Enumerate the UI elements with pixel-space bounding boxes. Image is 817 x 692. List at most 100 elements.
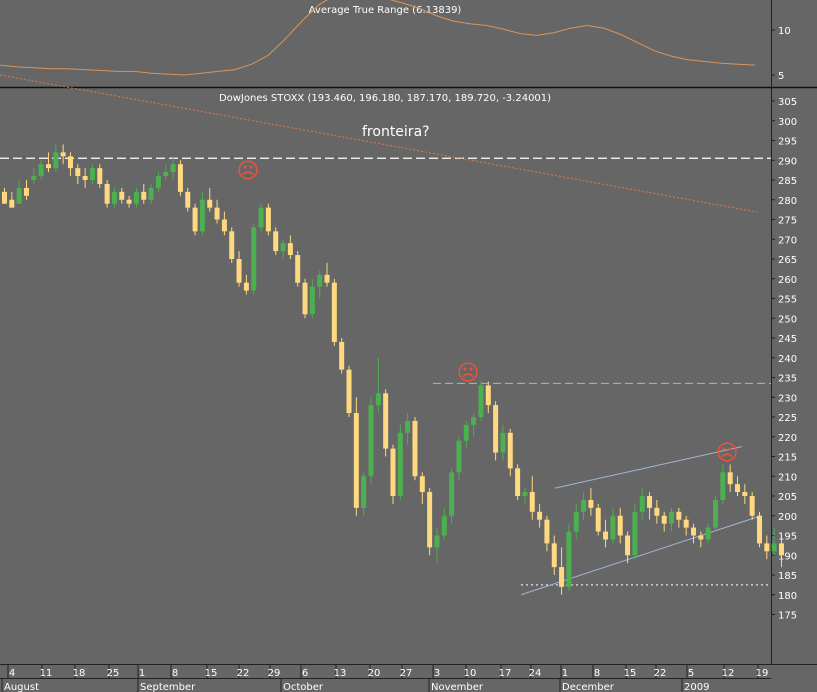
candle — [529, 476, 535, 520]
candle-body — [273, 231, 279, 252]
candle — [764, 535, 770, 560]
candle-body — [705, 527, 711, 540]
candle-body — [742, 492, 748, 496]
candle-body — [75, 168, 81, 177]
candle — [207, 187, 213, 212]
candle-body — [654, 507, 660, 516]
candle-body — [38, 164, 44, 177]
candle-body — [610, 515, 616, 540]
candle — [273, 227, 279, 256]
candle-body — [317, 274, 323, 287]
price-tick-label: 295 — [778, 137, 797, 148]
candle-body — [339, 341, 345, 370]
candle — [727, 464, 733, 493]
candle — [405, 413, 411, 445]
price-tick-label: 175 — [778, 611, 797, 622]
candle-body — [221, 219, 227, 232]
price-tick-label: 240 — [778, 354, 797, 365]
day-tick-label: 18 — [73, 668, 86, 679]
candle-body — [185, 191, 191, 208]
candle — [295, 251, 301, 287]
candle-body — [302, 282, 308, 315]
candle — [632, 503, 638, 560]
month-label: September — [140, 682, 196, 692]
upper-wedge-line — [554, 446, 743, 489]
atr-tick-label: 5 — [778, 71, 784, 82]
candle-body — [419, 476, 425, 493]
candle — [75, 164, 81, 184]
candle — [669, 507, 675, 532]
day-tick-label: 8 — [172, 668, 178, 679]
candle — [236, 251, 242, 287]
candle-body — [771, 543, 777, 552]
candle — [566, 523, 572, 591]
candle-body — [661, 515, 667, 524]
month-label: November — [431, 682, 484, 692]
candle-body — [727, 472, 733, 485]
atr-tick-label: 10 — [778, 26, 791, 37]
day-tick-label: 11 — [40, 668, 53, 679]
day-tick-label: 8 — [594, 668, 600, 679]
candle — [485, 381, 491, 414]
price-tick-label: 275 — [778, 216, 797, 227]
candle — [221, 211, 227, 236]
day-tick-label: 4 — [9, 668, 15, 679]
candle-body — [617, 515, 623, 536]
day-tick-label: 12 — [722, 668, 735, 679]
candle-body — [544, 519, 550, 544]
candle-body — [507, 432, 513, 469]
candle-body — [295, 255, 301, 283]
candle-body — [595, 507, 601, 532]
candle-body — [603, 531, 609, 540]
day-tick-label: 22 — [237, 668, 250, 679]
candle-body — [412, 420, 418, 477]
candle-body — [559, 567, 565, 587]
candle-body — [89, 168, 95, 180]
candle-body — [756, 515, 762, 544]
frown-icon: ☹ — [237, 159, 260, 184]
price-tick-label: 265 — [778, 255, 797, 266]
candle — [126, 195, 132, 208]
candle — [756, 511, 762, 548]
day-tick-label: 15 — [624, 668, 637, 679]
price-tick-label: 190 — [778, 551, 797, 562]
candle-body — [9, 199, 15, 208]
candle — [16, 180, 22, 204]
candle — [654, 499, 660, 524]
candle-body — [405, 420, 411, 433]
candle-body — [287, 243, 293, 256]
price-tick-label: 250 — [778, 314, 797, 325]
candle — [353, 397, 359, 516]
candle-body — [529, 492, 535, 512]
day-tick-label: 1 — [562, 668, 568, 679]
candle-body — [104, 183, 110, 204]
candle-body — [280, 243, 286, 252]
atr-line — [0, 0, 756, 76]
candle-body — [126, 199, 132, 204]
candle — [698, 531, 704, 548]
x-axis: 4 11 18 25 1 8 15 22 29 6 13 20 27 3 10 17 24 1 8 15 22 5 12 19… — [0, 664, 771, 692]
candle — [500, 424, 506, 461]
price-tick-label: 220 — [778, 433, 797, 444]
candle-body — [141, 191, 147, 200]
candle-body — [353, 413, 359, 508]
candle — [456, 436, 462, 481]
candle — [691, 523, 697, 544]
price-tick-label: 210 — [778, 472, 797, 483]
candle-body — [632, 511, 638, 556]
price-tick-label: 235 — [778, 374, 797, 385]
price-tick-label: 195 — [778, 532, 797, 543]
candle — [60, 144, 66, 165]
candle — [133, 187, 139, 208]
candle — [588, 488, 594, 516]
candle-body — [566, 531, 572, 587]
price-panel: DowJones STOXX (193.460, 196.180, 187.17… — [0, 74, 797, 622]
candle-body — [522, 492, 528, 496]
candle-body — [331, 282, 337, 342]
candle — [324, 262, 330, 287]
price-tick-label: 305 — [778, 97, 797, 108]
candle — [705, 523, 711, 544]
candle-body — [45, 164, 51, 169]
candle — [141, 183, 147, 204]
price-tick-label: 200 — [778, 512, 797, 523]
